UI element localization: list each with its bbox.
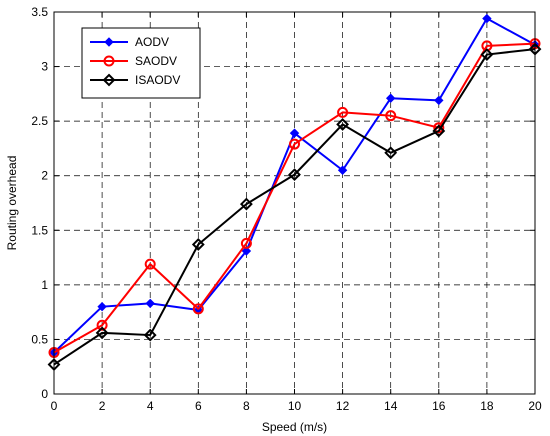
y-axis-title: Routing overhead <box>5 156 19 251</box>
x-tick-label: 0 <box>51 399 58 413</box>
legend: AODV SAODV ISAODV <box>81 27 201 99</box>
data-point-isaodv <box>288 168 301 182</box>
x-tick-label: 8 <box>243 399 250 413</box>
data-point-saodv <box>289 138 300 150</box>
y-tick-label: 0 <box>41 387 48 401</box>
plot-frame <box>53 11 536 395</box>
data-point-isaodv <box>143 328 157 342</box>
data-point-isaodv <box>336 118 350 131</box>
y-tick-label: 1 <box>41 278 48 292</box>
legend-label-aodv: AODV <box>135 35 169 49</box>
x-tick-label: 2 <box>99 399 106 413</box>
tick-labels: 0 2 4 6 8 10 12 14 16 18 20 0 0.5 1 1.5 2 2.5 3 3.5 <box>31 5 542 413</box>
data-point-saodv <box>192 303 204 315</box>
data-point-isaodv <box>432 124 446 138</box>
data-point-isaodv <box>95 326 109 340</box>
data-point-aodv <box>434 95 444 106</box>
data-point-isaodv <box>384 146 398 160</box>
data-point-isaodv <box>239 197 253 211</box>
data-point-aodv <box>241 246 252 256</box>
series-line-isaodv <box>53 48 536 366</box>
legend-box <box>81 27 201 99</box>
legend-marker-saodv <box>103 55 115 67</box>
x-tick-label: 6 <box>195 399 202 413</box>
x-tick-label: 16 <box>432 399 446 413</box>
data-point-saodv <box>240 237 252 249</box>
data-point-aodv <box>289 128 300 138</box>
x-tick-label: 10 <box>288 399 302 413</box>
legend-label-saodv: SAODV <box>135 54 177 68</box>
y-tick-label: 3.5 <box>31 5 48 19</box>
x-tick-label: 14 <box>384 399 398 413</box>
y-tick-label: 0.5 <box>31 332 48 346</box>
data-point-isaodv <box>480 48 494 61</box>
data-point-saodv <box>337 106 349 118</box>
data-point-aodv <box>385 93 396 103</box>
data-point-saodv <box>385 110 397 122</box>
data-point-saodv <box>96 319 108 331</box>
data-point-aodv <box>145 298 155 309</box>
y-tick-label: 3 <box>41 60 48 74</box>
legend-marker-isaodv <box>102 73 116 87</box>
x-tick-label: 18 <box>480 399 494 413</box>
data-point-aodv <box>482 13 492 24</box>
x-tick-label: 4 <box>147 399 154 413</box>
data-point-aodv <box>97 301 107 312</box>
series-line-saodv <box>53 42 536 354</box>
y-tick-label: 2 <box>41 169 48 183</box>
x-tick-label: 12 <box>336 399 350 413</box>
y-tick-label: 2.5 <box>31 114 48 128</box>
y-tick-label: 1.5 <box>31 223 48 237</box>
x-axis-title: Speed (m/s) <box>262 420 327 434</box>
legend-label-isaodv: ISAODV <box>135 73 180 87</box>
data-point-saodv <box>433 122 445 134</box>
legend-marker-aodv <box>104 37 114 47</box>
data-point-aodv <box>337 165 348 175</box>
data-point-saodv <box>144 258 156 270</box>
data-point-isaodv <box>191 238 205 251</box>
x-tick-label: 20 <box>528 399 542 413</box>
